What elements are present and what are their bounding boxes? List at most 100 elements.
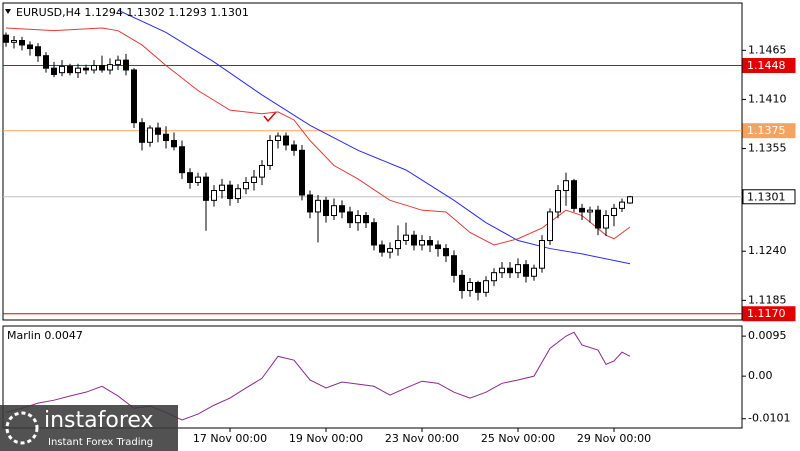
candle-body	[331, 205, 337, 217]
signal-mark	[263, 111, 277, 123]
y-tick-label: 0.00	[748, 369, 773, 382]
candle-body	[275, 135, 281, 142]
candle-body	[507, 267, 513, 274]
candle-body	[427, 240, 433, 246]
candle-body	[35, 46, 41, 57]
y-tick-label: 1.1410	[748, 92, 787, 105]
panel-title: EURUSD,H4 1.1294 1.1302 1.1293 1.1301	[16, 6, 249, 19]
moving-average	[117, 9, 631, 265]
y-tick-label: 1.1185	[748, 293, 787, 306]
level-label: 1.1375	[747, 124, 786, 137]
candle-body	[235, 188, 241, 200]
panel-frame	[2, 325, 743, 429]
candle-body	[355, 215, 361, 224]
candle-body	[595, 209, 601, 229]
candle-body	[99, 65, 105, 71]
candle-body	[3, 34, 9, 43]
candle-body	[267, 140, 273, 167]
candle-body	[123, 59, 129, 71]
candle-body	[475, 281, 481, 293]
candle-body	[67, 65, 73, 74]
watermark: instaforex Instant Forex Trading	[0, 405, 178, 451]
level-label-box	[742, 58, 796, 74]
candle-body	[171, 140, 177, 148]
candle-body	[315, 199, 321, 213]
candle-body	[59, 65, 65, 74]
candle-body	[467, 281, 473, 292]
candle-body	[443, 248, 449, 257]
candle-body	[211, 190, 217, 201]
candle-body	[555, 190, 561, 213]
candle-body	[243, 181, 249, 190]
candle-body	[83, 67, 89, 71]
candle-body	[131, 69, 137, 124]
candle-body	[11, 40, 17, 43]
x-tick-label: 17 Nov 00:00	[193, 432, 267, 445]
candle-body	[259, 165, 265, 178]
candle-body	[155, 127, 161, 135]
candle-body	[619, 201, 625, 209]
candle-body	[203, 176, 209, 201]
candle-body	[147, 127, 153, 143]
y-tick-label: 1.1465	[748, 43, 787, 56]
candle-body	[107, 64, 113, 71]
y-tick-label: 1.1240	[748, 244, 787, 257]
candle-body	[347, 211, 353, 224]
indicator-line	[5, 331, 631, 421]
candle-body	[219, 184, 225, 192]
candle-body	[115, 59, 121, 66]
candle-body	[179, 146, 185, 174]
panel-title: Marlin 0.0047	[7, 329, 83, 342]
moving-average	[5, 27, 631, 246]
candle-body	[379, 244, 385, 253]
candle-body	[515, 264, 521, 274]
candle-body	[523, 264, 529, 277]
candle-body	[547, 211, 553, 242]
candle-body	[531, 267, 537, 277]
candle-body	[435, 244, 441, 250]
menu-triangle	[5, 9, 11, 14]
candle-body	[571, 180, 577, 209]
candle-body	[75, 67, 81, 74]
candle-body	[395, 240, 401, 250]
candle-body	[323, 199, 329, 217]
watermark-tagline: Instant Forex Trading	[48, 437, 153, 448]
candle-body	[491, 272, 497, 282]
level-label: 1.1301	[747, 190, 786, 203]
x-tick-label: 25 Nov 00:00	[481, 432, 555, 445]
candle-body	[163, 133, 169, 142]
candle-body	[187, 172, 193, 183]
candle-body	[251, 176, 257, 183]
level-label-box	[742, 189, 796, 205]
y-tick-label: 0.0095	[748, 329, 787, 342]
candle-body	[459, 274, 465, 292]
candle-body	[411, 234, 417, 246]
level-label-box	[742, 306, 796, 322]
candle-body	[539, 240, 545, 269]
candle-body	[451, 255, 457, 276]
candle-body	[499, 267, 505, 274]
y-tick-label: 1.1355	[748, 142, 787, 155]
candle-body	[603, 215, 609, 229]
candle-body	[283, 135, 289, 146]
level-label-box	[742, 123, 796, 139]
candle-body	[291, 144, 297, 151]
panel-frame	[2, 2, 743, 321]
candle-body	[43, 55, 49, 69]
candle-body	[227, 184, 233, 200]
y-tick-label: -0.0101	[748, 412, 790, 425]
watermark-box	[0, 405, 178, 451]
level-label: 1.1170	[747, 307, 786, 320]
candle-body	[611, 207, 617, 217]
candle-body	[579, 207, 585, 213]
candle-body	[371, 222, 377, 246]
candle-body	[419, 240, 425, 246]
candle-body	[51, 67, 57, 75]
candle-body	[139, 122, 145, 143]
candle-body	[299, 149, 305, 196]
x-tick-label: 29 Nov 00:00	[577, 432, 651, 445]
candle-body	[483, 280, 489, 293]
candle-body	[27, 44, 33, 50]
